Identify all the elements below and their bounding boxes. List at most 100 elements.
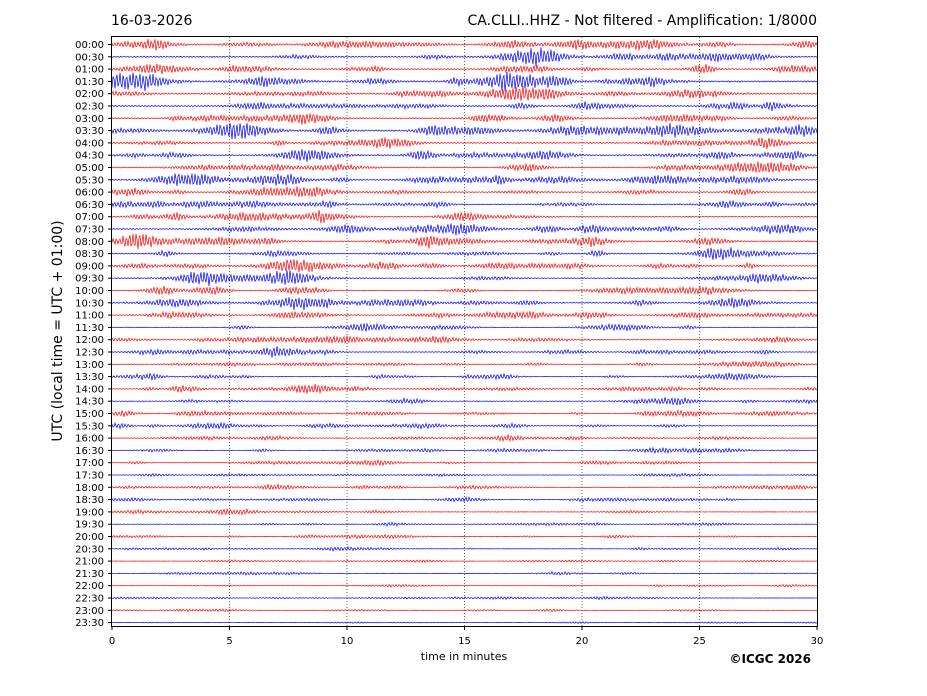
x-tick-label: 5 bbox=[226, 636, 232, 647]
seismic-trace bbox=[111, 101, 818, 112]
seismic-trace bbox=[111, 223, 818, 236]
y-tick-label: 07:00 bbox=[75, 212, 104, 223]
y-tick-label: 16:30 bbox=[75, 446, 104, 457]
seismic-trace bbox=[111, 396, 818, 406]
plot-frame bbox=[111, 36, 818, 627]
seismic-trace bbox=[111, 122, 818, 140]
seismic-trace bbox=[111, 85, 818, 101]
seismic-trace bbox=[111, 233, 818, 250]
seismic-trace bbox=[111, 546, 818, 552]
y-tick-label: 23:00 bbox=[75, 606, 104, 617]
y-tick-label: 03:30 bbox=[75, 126, 104, 137]
seismic-trace bbox=[111, 496, 818, 503]
y-tick-label: 17:30 bbox=[75, 471, 104, 482]
y-tick-label: 08:00 bbox=[75, 237, 104, 248]
seismic-trace bbox=[111, 47, 818, 67]
seismic-trace bbox=[111, 559, 818, 564]
seismic-trace bbox=[111, 199, 818, 209]
seismic-trace bbox=[111, 173, 818, 187]
seismic-trace bbox=[111, 186, 818, 198]
y-tick-label: 12:30 bbox=[75, 348, 104, 359]
y-tick-label: 20:00 bbox=[75, 532, 104, 543]
y-tick-label: 18:30 bbox=[75, 495, 104, 506]
seismic-trace bbox=[111, 346, 818, 358]
seismic-trace bbox=[111, 322, 818, 332]
y-tick-label: 14:00 bbox=[75, 384, 104, 395]
seismic-traces bbox=[111, 38, 818, 625]
seismic-trace bbox=[111, 384, 818, 394]
y-tick-label: 08:30 bbox=[75, 249, 104, 260]
y-tick-label: 01:00 bbox=[75, 65, 104, 76]
seismic-trace bbox=[111, 310, 818, 320]
y-tick-label: 04:00 bbox=[75, 138, 104, 149]
x-tick-label: 20 bbox=[576, 636, 589, 647]
y-tick-label: 14:30 bbox=[75, 397, 104, 408]
seismic-trace bbox=[111, 621, 818, 625]
y-tick-label: 01:30 bbox=[75, 77, 104, 88]
seismic-trace bbox=[111, 149, 818, 162]
y-tick-label: 12:00 bbox=[75, 335, 104, 346]
y-tick-label: 13:30 bbox=[75, 372, 104, 383]
chart-date: 16-03-2026 bbox=[111, 13, 192, 29]
seismic-trace bbox=[111, 583, 818, 588]
y-tick-label: 10:30 bbox=[75, 298, 104, 309]
y-tick-label: 03:00 bbox=[75, 114, 104, 125]
y-tick-label: 05:30 bbox=[75, 175, 104, 186]
x-tick-label: 25 bbox=[693, 636, 706, 647]
seismic-trace bbox=[111, 72, 818, 92]
seismic-trace bbox=[111, 459, 818, 467]
seismic-trace bbox=[111, 247, 818, 261]
y-tick-label: 21:00 bbox=[75, 557, 104, 568]
y-tick-label: 05:00 bbox=[75, 163, 104, 174]
y-tick-label: 09:30 bbox=[75, 274, 104, 285]
seismic-trace bbox=[111, 161, 818, 173]
y-tick-label: 17:00 bbox=[75, 458, 104, 469]
x-tick-label: 0 bbox=[109, 636, 115, 647]
y-tick-label: 00:30 bbox=[75, 52, 104, 63]
y-tick-label: 02:30 bbox=[75, 102, 104, 113]
y-tick-label: 07:30 bbox=[75, 225, 104, 236]
y-tick-label: 20:30 bbox=[75, 544, 104, 555]
y-tick-label: 23:30 bbox=[75, 618, 104, 629]
y-tick-label: 00:00 bbox=[75, 40, 104, 51]
seismic-trace bbox=[111, 259, 818, 273]
chart-title: CA.CLLI..HHZ - Not filtered - Amplificat… bbox=[468, 13, 817, 29]
seismic-trace bbox=[111, 63, 818, 75]
seismic-trace bbox=[111, 434, 818, 443]
seismic-trace bbox=[111, 608, 818, 613]
y-tick-label: 22:30 bbox=[75, 594, 104, 605]
y-tick-label: 16:00 bbox=[75, 434, 104, 445]
seismic-trace bbox=[111, 595, 818, 601]
seismic-trace bbox=[111, 483, 818, 491]
y-tick-label: 15:30 bbox=[75, 421, 104, 432]
seismic-trace bbox=[111, 137, 818, 149]
y-tick-label: 06:30 bbox=[75, 200, 104, 211]
seismic-trace bbox=[111, 446, 818, 454]
seismic-trace bbox=[111, 335, 818, 344]
seismic-trace bbox=[111, 508, 818, 516]
seismic-trace bbox=[111, 38, 818, 51]
seismic-trace bbox=[111, 360, 818, 369]
x-tick-label: 30 bbox=[811, 636, 824, 647]
x-axis-label: time in minutes bbox=[421, 650, 508, 663]
copyright-text: ©ICGC 2026 bbox=[729, 652, 811, 666]
x-tick-labels: 0 5 10 15 20 25 30 bbox=[109, 626, 824, 647]
y-axis-label: UTC (local time = UTC + 01:00) bbox=[50, 220, 66, 441]
seismic-trace bbox=[111, 570, 818, 576]
seismic-trace bbox=[111, 297, 818, 311]
seismic-trace bbox=[111, 209, 818, 224]
x-tick-label: 15 bbox=[458, 636, 471, 647]
y-tick-label: 22:00 bbox=[75, 581, 104, 592]
seismic-trace bbox=[111, 285, 818, 296]
seismic-trace bbox=[111, 421, 818, 431]
y-tick-label: 04:30 bbox=[75, 151, 104, 162]
y-tick-label: 19:00 bbox=[75, 507, 104, 518]
seismic-trace bbox=[111, 533, 818, 540]
y-tick-label: 02:00 bbox=[75, 89, 104, 100]
y-tick-label: 21:30 bbox=[75, 569, 104, 580]
y-tick-label: 19:30 bbox=[75, 520, 104, 531]
y-tick-label: 06:00 bbox=[75, 188, 104, 199]
y-tick-label: 11:30 bbox=[75, 323, 104, 334]
seismic-trace bbox=[111, 472, 818, 478]
